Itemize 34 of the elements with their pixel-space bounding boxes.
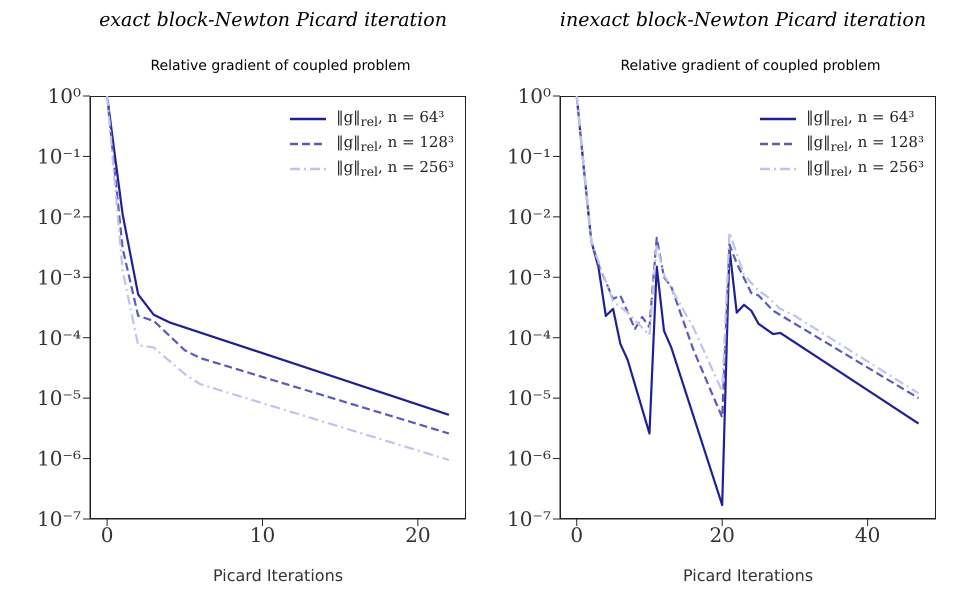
legend-label: ‖g‖$_{rel}$, n = 64³: [806, 108, 914, 129]
x-axis-title: Picard Iterations: [682, 566, 814, 585]
chart-title: inexact block-Newton Picard iteration: [558, 8, 928, 33]
chart-title: exact block-Newton Picard iteration: [98, 8, 448, 33]
y-tick-label: 10⁰: [518, 84, 551, 108]
legend-label: ‖g‖$_{rel}$, n = 128³: [806, 133, 924, 154]
y-tick-label: 10⁻⁵: [506, 386, 551, 410]
legend-label: ‖g‖$_{rel}$, n = 64³: [336, 108, 444, 129]
y-tick-label: 10⁻¹: [506, 144, 551, 169]
x-tick-label: 20: [405, 523, 431, 548]
y-tick-label: 10⁻³: [506, 265, 551, 290]
legend-label: ‖g‖$_{rel}$, n = 256³: [336, 158, 454, 179]
y-tick-label: 10⁻²: [36, 204, 81, 229]
y-tick-label: 10⁰: [48, 84, 81, 108]
y-tick-label: 10⁻⁴: [36, 326, 81, 350]
legend-label: ‖g‖$_{rel}$, n = 256³: [806, 158, 924, 179]
y-tick-label: 10⁻²: [506, 204, 551, 229]
y-tick-label: 10⁻⁶: [506, 446, 551, 471]
legend-label: ‖g‖$_{rel}$, n = 128³: [336, 133, 454, 154]
y-tick-label: 10⁻⁷: [36, 507, 81, 532]
y-tick-label: 10⁻¹: [36, 144, 81, 169]
x-tick-label: 20: [709, 523, 735, 548]
y-tick-label: 10⁻⁵: [36, 386, 81, 410]
x-tick-label: 40: [854, 523, 880, 548]
x-tick-label: 0: [100, 523, 114, 548]
chart-subtitle: Relative gradient of coupled problem: [619, 58, 882, 76]
x-tick-label: 10: [250, 523, 276, 548]
y-tick-label: 10⁻³: [36, 265, 81, 290]
x-axis-title: Picard Iterations: [212, 566, 344, 585]
y-tick-label: 10⁻⁴: [506, 326, 551, 350]
y-tick-label: 10⁻⁶: [36, 446, 81, 471]
chart-subtitle: Relative gradient of coupled problem: [149, 58, 412, 76]
x-tick-label: 0: [570, 523, 584, 548]
y-tick-label: 10⁻⁷: [506, 507, 551, 532]
